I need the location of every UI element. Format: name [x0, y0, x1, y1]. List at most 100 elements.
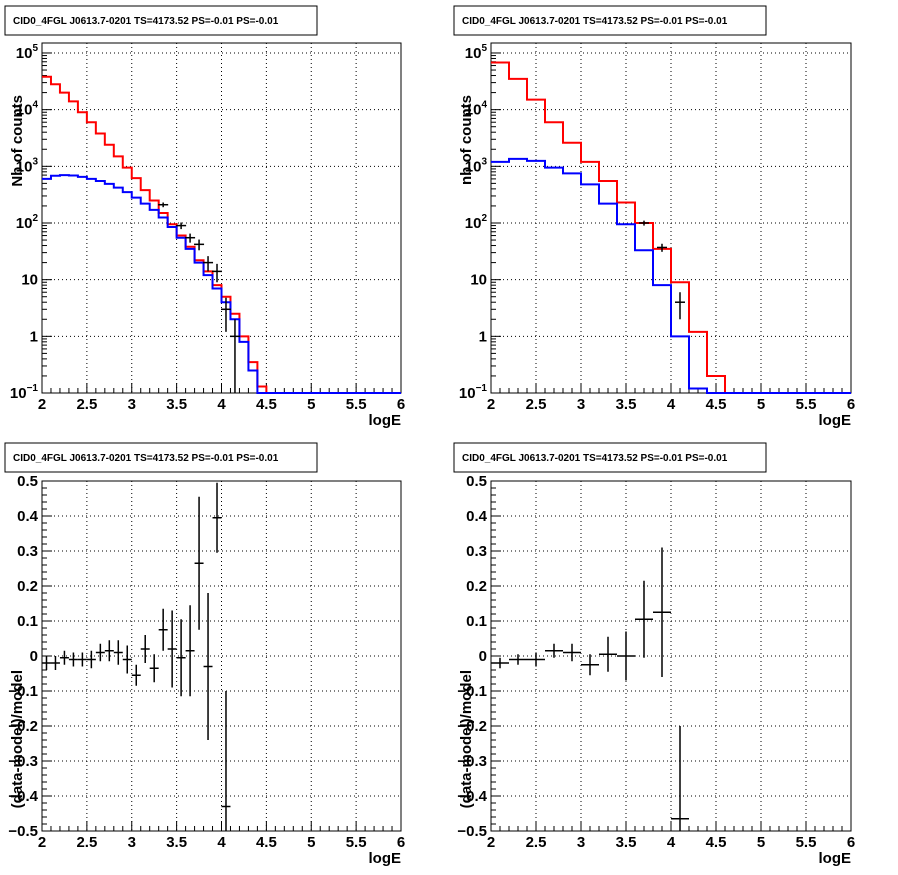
x-tick-label: 4.5 [256, 834, 277, 851]
x-tick-label: 2 [487, 396, 495, 413]
y-tick-label: −0.3 [8, 753, 38, 770]
x-tick-label: 5 [307, 834, 315, 851]
data-point [653, 547, 671, 677]
y-tick-label: 0.1 [17, 613, 38, 630]
y-tick-label: −0.3 [457, 753, 487, 770]
x-tick-label: 4 [667, 396, 676, 413]
data-point [581, 654, 599, 676]
model-total-histogram [491, 61, 851, 394]
y-tick-base: 10 [465, 215, 482, 232]
x-tick-label: 4.5 [706, 396, 727, 413]
y-tick-label: 0 [479, 648, 487, 665]
y-tick-base: 10 [16, 158, 33, 175]
y-tick-label: 0.1 [466, 613, 487, 630]
panel-bottom-right: CID0_4FGL J0613.7-0201 TS=4173.52 PS=-0.… [453, 442, 855, 867]
y-tick-label: 0.4 [17, 508, 39, 525]
chart-title: CID0_4FGL J0613.7-0201 TS=4173.52 PS=-0.… [462, 16, 728, 27]
y-tick-exponent: 4 [32, 100, 38, 111]
data-point [671, 726, 689, 831]
y-axis-title: nb of counts [458, 95, 475, 185]
y-tick-text: −0.3 [8, 753, 38, 770]
y-tick-text: −0.5 [8, 823, 38, 840]
x-tick-label: 4.5 [706, 834, 727, 851]
y-tick-text: −0.4 [457, 788, 487, 805]
x-tick-label: 6 [847, 834, 855, 851]
y-tick-text: 1 [30, 328, 38, 345]
data-point [185, 605, 195, 697]
data-point [657, 243, 667, 252]
x-tick-label: 6 [397, 834, 405, 851]
model-total-histogram [42, 75, 401, 394]
x-tick-label: 2.5 [526, 396, 547, 413]
data-point [635, 580, 653, 658]
y-tick-text: −0.5 [457, 823, 487, 840]
data-point [212, 263, 223, 283]
y-tick-text: 0.5 [17, 473, 38, 490]
x-tick-label: 5.5 [796, 396, 817, 413]
y-tick-exponent: 3 [32, 156, 38, 167]
data-point [639, 220, 649, 226]
x-tick-label: 5 [307, 396, 315, 413]
data-point [185, 233, 196, 243]
data-point [149, 654, 159, 683]
y-tick-text: 0.2 [17, 578, 38, 595]
y-tick-label: 0 [30, 648, 38, 665]
data-point [68, 652, 78, 667]
y-tick-text: −0.4 [8, 788, 38, 805]
y-tick-label: 0.5 [17, 473, 38, 490]
data-point [203, 593, 213, 740]
y-tick-label: 10−1 [10, 383, 39, 402]
x-tick-label: 5.5 [346, 834, 367, 851]
y-tick-text: 0 [30, 648, 38, 665]
y-axis-title: (data-model)/model [458, 670, 475, 808]
x-tick-label: 5.5 [796, 834, 817, 851]
y-tick-text: −0.2 [8, 718, 38, 735]
x-tick-label: 3 [128, 834, 136, 851]
y-tick-text: −0.1 [8, 683, 38, 700]
y-tick-label: 0.4 [466, 508, 488, 525]
y-tick-base: 10 [465, 158, 482, 175]
data-point [563, 643, 581, 662]
x-axis-title: logE [819, 412, 852, 429]
y-tick-text: 0.2 [466, 578, 487, 595]
data-point [50, 656, 60, 670]
y-tick-label: −0.2 [8, 718, 38, 735]
data-point [122, 645, 132, 674]
x-tick-label: 4 [667, 834, 676, 851]
y-tick-label: 102 [16, 213, 39, 232]
y-tick-text: 0.3 [17, 543, 38, 560]
y-axis-title: Nb of counts [9, 95, 26, 187]
data-point [220, 297, 231, 332]
x-tick-label: 4 [217, 396, 226, 413]
chart-title: CID0_4FGL J0613.7-0201 TS=4173.52 PS=-0.… [13, 16, 279, 27]
y-axis-title: (data-model)/model [9, 670, 26, 808]
y-tick-text: 0.5 [466, 473, 487, 490]
y-tick-label: 0.3 [17, 543, 38, 560]
y-tick-label: 0.3 [466, 543, 487, 560]
y-tick-label: −0.4 [457, 788, 487, 805]
x-tick-label: 5 [757, 834, 765, 851]
y-tick-label: 103 [16, 156, 39, 175]
y-tick-label: 105 [465, 43, 488, 62]
title-box [4, 5, 318, 36]
data-point [229, 319, 240, 393]
y-tick-label: 102 [465, 213, 488, 232]
y-tick-text: 1 [479, 328, 487, 345]
y-tick-text: 0.4 [466, 508, 488, 525]
x-tick-label: 2 [38, 834, 46, 851]
x-tick-label: 6 [397, 396, 405, 413]
y-tick-label: 10 [21, 272, 38, 289]
x-tick-label: 4.5 [256, 396, 277, 413]
y-tick-base: 10 [465, 102, 482, 119]
y-tick-text: 0 [479, 648, 487, 665]
y-tick-label: 0.2 [17, 578, 38, 595]
title-box [453, 5, 767, 36]
title-box [453, 442, 767, 473]
data-point [95, 643, 105, 662]
x-tick-label: 3.5 [166, 834, 187, 851]
x-tick-label: 2.5 [526, 834, 547, 851]
y-tick-exponent: −1 [476, 383, 488, 394]
data-point [158, 608, 168, 651]
data-point [131, 664, 141, 686]
data-point [86, 650, 96, 669]
